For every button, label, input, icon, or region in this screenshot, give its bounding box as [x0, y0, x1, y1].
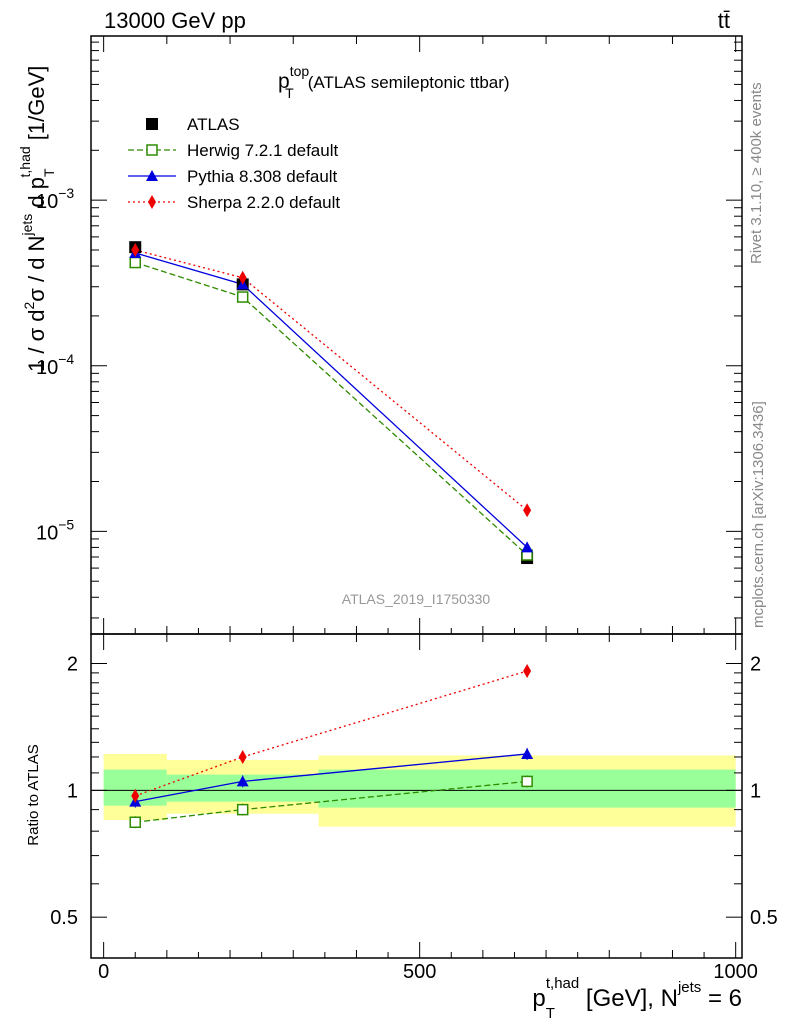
rivet-version-label: Rivet 3.1.10, ≥ 400k events — [748, 82, 765, 264]
ratio-point-pythia-8-308-default-1 — [236, 775, 249, 787]
ratio-y-tick-label-left-0: 0.5 — [50, 907, 78, 929]
main-y-axis-label: 1 / σ d2σ / d Njets d pTt,had [1/GeV] — [17, 66, 57, 372]
process-label: tt̄ — [718, 8, 730, 33]
x-tick-label-0: 0 — [98, 961, 109, 983]
legend-entry-herwig-7-2-1-default: Herwig 7.2.1 default — [128, 141, 338, 160]
legend: ATLAS Herwig 7.2.1 default Pythia 8.308 de… — [128, 115, 340, 212]
main-point-sherpa-2-2-0-default-1 — [238, 270, 247, 285]
x-tick-label-1: 500 — [403, 961, 436, 983]
uncertainty-bands — [103, 753, 736, 827]
main-point-sherpa-2-2-0-default-2 — [523, 503, 532, 518]
legend-entry-pythia-8-308-default: Pythia 8.308 default — [128, 167, 338, 186]
ratio-point-sherpa-2-2-0-default-1 — [238, 749, 247, 764]
main-point-herwig-7-2-1-default-1 — [236, 291, 249, 303]
legend-marker-pythia-8-308-default — [146, 170, 158, 181]
x-axis-label: pTt,had [GeV], Njets = 6 — [532, 975, 742, 1022]
legend-entry-atlas: ATLAS — [146, 115, 240, 134]
ratio-y-tick-label-left-1: 1 — [67, 780, 78, 802]
main-y-tick-label-1: 10−4 — [36, 351, 74, 379]
ratio-point-sherpa-2-2-0-default-0 — [131, 788, 140, 803]
ratio-point-sherpa-2-2-0-default-2 — [523, 663, 532, 678]
axis-ticks — [91, 36, 742, 959]
main-point-pythia-8-308-default-2 — [521, 541, 534, 553]
mcplots-label: mcplots.cern.ch [arXiv:1306.3436] — [750, 401, 767, 628]
main-series — [129, 241, 534, 565]
main-point-sherpa-2-2-0-default-0 — [131, 243, 140, 258]
energy-label: 13000 GeV pp — [104, 8, 246, 33]
x-tick-label-2: 1000 — [713, 961, 758, 983]
ratio-point-herwig-7-2-1-default-1 — [236, 803, 249, 816]
ratio-panel-frame — [90, 633, 743, 959]
ratio-y-axis-label: Ratio to ATLAS — [25, 744, 42, 845]
legend-label-pythia-8-308-default: Pythia 8.308 default — [187, 167, 338, 186]
uncertainty-band-inner-2 — [318, 769, 736, 808]
main-y-tick-label-2: 10−3 — [36, 185, 74, 213]
ratio-series — [129, 663, 534, 829]
main-point-herwig-7-2-1-default-0 — [129, 256, 141, 269]
axis-tick-labels: 10−5 10−4 10−3 0.5 0.5 1 1 2 2 0 500 1000 — [36, 185, 778, 983]
ratio-point-herwig-7-2-1-default-2 — [521, 775, 533, 788]
legend-marker-atlas — [146, 118, 158, 130]
analysis-id: ATLAS_2019_I1750330 — [342, 591, 491, 607]
legend-label-atlas: ATLAS — [187, 115, 240, 134]
legend-marker-sherpa-2-2-0-default — [148, 195, 156, 209]
ratio-y-tick-label-left-2: 2 — [67, 654, 78, 676]
main-line-herwig-7-2-1-default — [135, 261, 528, 556]
ratio-point-pythia-8-308-default-2 — [521, 747, 534, 759]
main-line-pythia-8-308-default — [135, 252, 528, 548]
ratio-point-herwig-7-2-1-default-0 — [129, 816, 141, 828]
legend-marker-herwig-7-2-1-default — [146, 144, 158, 156]
ratio-y-tick-label-right-1: 1 — [750, 780, 761, 802]
ratio-y-tick-label-right-0: 0.5 — [750, 907, 778, 929]
legend-entry-sherpa-2-2-0-default: Sherpa 2.2.0 default — [128, 193, 340, 212]
main-line-sherpa-2-2-0-default — [135, 249, 528, 511]
legend-label-sherpa-2-2-0-default: Sherpa 2.2.0 default — [187, 193, 340, 212]
legend-label-herwig-7-2-1-default: Herwig 7.2.1 default — [187, 141, 338, 160]
main-y-tick-label-0: 10−5 — [36, 516, 74, 544]
ratio-y-tick-label-right-2: 2 — [750, 654, 761, 676]
plot-title: ptop T(ATLAS semileptonic ttbar) — [278, 63, 510, 101]
